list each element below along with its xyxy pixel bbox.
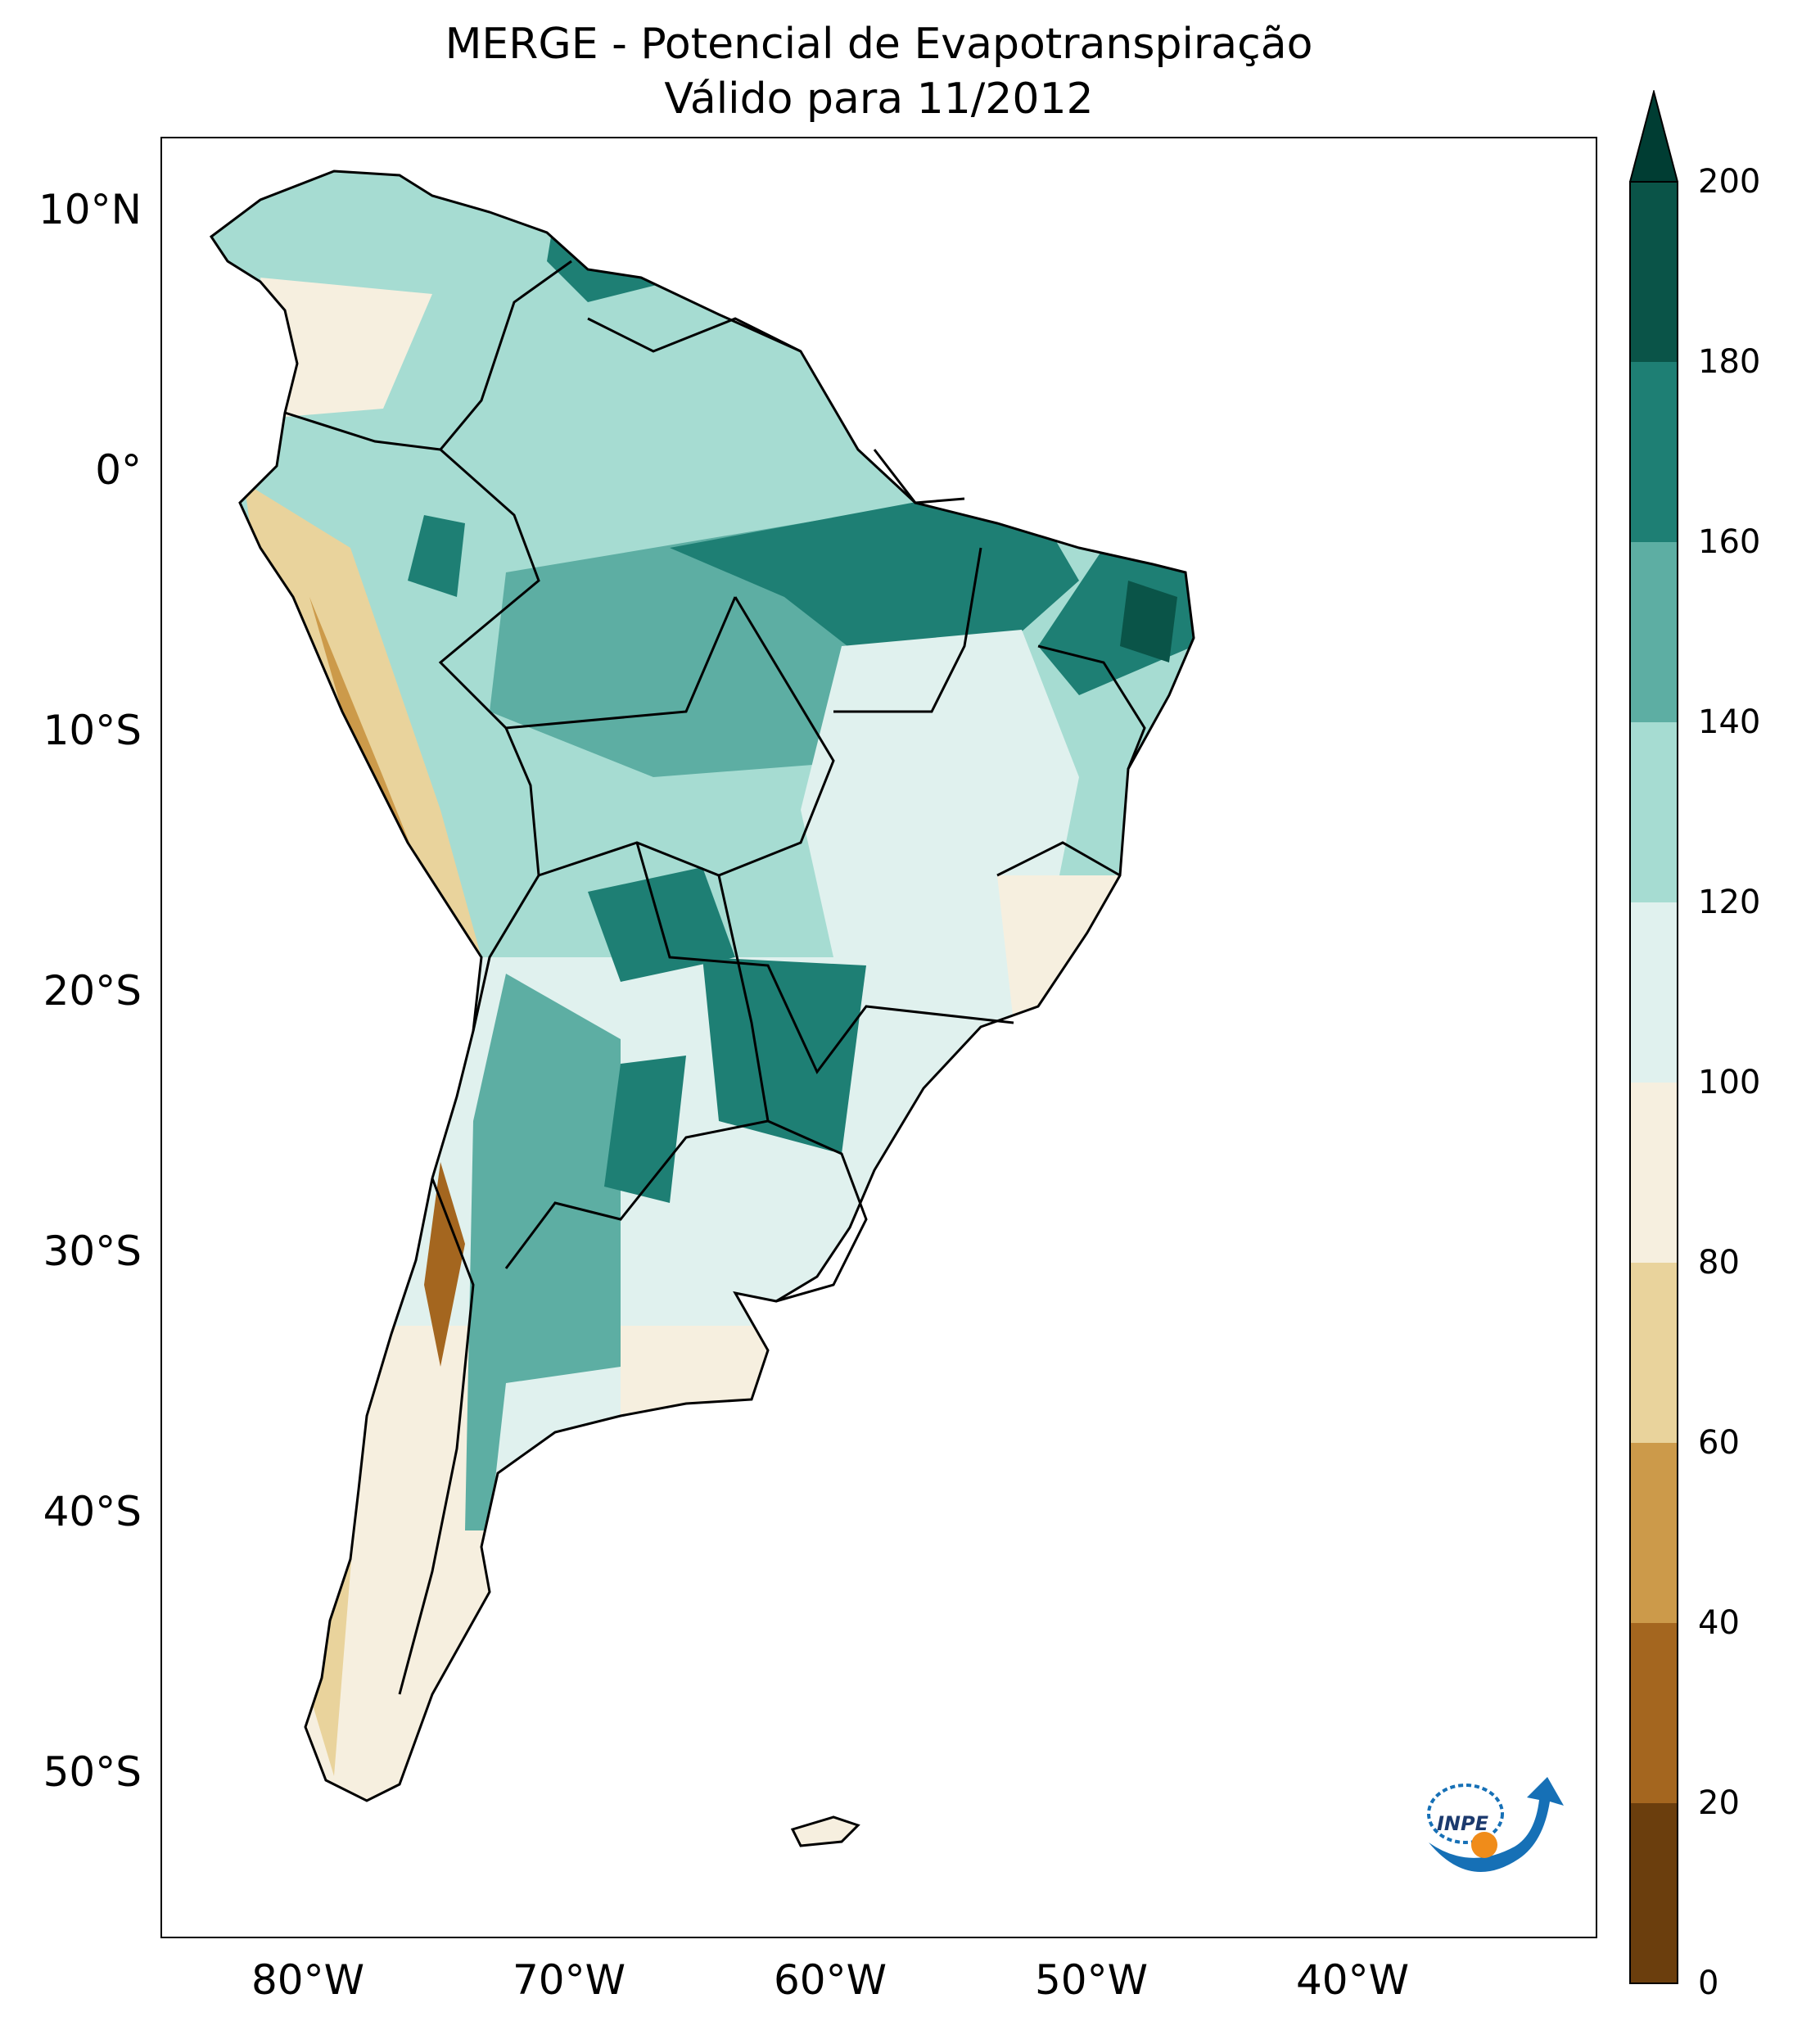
colorbar-tick-label: 40 (1698, 1604, 1740, 1642)
lon-label-50w: 50°W (1034, 1956, 1149, 2004)
colorbar-level-9 (1630, 182, 1678, 362)
colorbar-level-8 (1630, 362, 1678, 542)
lat-label-20s: 20°S (43, 967, 142, 1015)
colorbar-level-2 (1630, 1443, 1678, 1623)
colorbar-level-6 (1630, 722, 1678, 902)
colorbar-tick-label: 180 (1698, 343, 1761, 381)
lon-label-40w: 40°W (1295, 1956, 1410, 2004)
colorbar-tick-label: 140 (1698, 703, 1761, 741)
country-borders (210, 170, 1195, 1802)
lon-label-80w: 80°W (251, 1956, 365, 2004)
colorbar-tick-label: 0 (1698, 1964, 1719, 2002)
map-title: MERGE - Potencial de Evapotranspiração (445, 20, 1313, 69)
lat-label-0: 0° (95, 446, 142, 494)
colorbar-tick-label: 20 (1698, 1784, 1740, 1822)
colorbar-level-4 (1630, 1083, 1678, 1263)
falkland-islands (790, 1815, 860, 1847)
colorbar-extend-arrow (1629, 90, 1678, 183)
map-subtitle: Válido para 11/2012 (664, 75, 1094, 124)
evapotranspiration-fill (211, 171, 1194, 1801)
lat-label-50s: 50°S (43, 1748, 142, 1796)
colorbar-level-5 (1630, 902, 1678, 1083)
lon-label-70w: 70°W (512, 1956, 626, 2004)
lat-label-10s: 10°S (43, 707, 142, 754)
colorbar-tick-label: 160 (1698, 523, 1761, 561)
inpe-logo: INPE (1427, 1777, 1564, 1872)
colorbar-tick-label: 100 (1698, 1064, 1761, 1101)
colorbar-tick-label: 200 (1698, 163, 1761, 201)
lat-label-40s: 40°S (43, 1488, 142, 1535)
lon-label-60w: 60°W (773, 1956, 887, 2004)
svg-text:INPE: INPE (1437, 1812, 1489, 1835)
colorbar-level-1 (1630, 1623, 1678, 1803)
map-panel (160, 137, 1597, 1938)
colorbar-tick-label: 120 (1698, 884, 1761, 921)
colorbar-level-7 (1630, 542, 1678, 722)
colorbar (1629, 90, 1678, 1984)
colorbar-tick-label: 60 (1698, 1424, 1740, 1462)
colorbar-level-3 (1630, 1263, 1678, 1443)
south-america-map (210, 170, 1195, 1847)
lat-label-30s: 30°S (43, 1227, 142, 1275)
lat-label-10n: 10°N (38, 186, 142, 233)
colorbar-tick-label: 80 (1698, 1244, 1740, 1282)
colorbar-level-0 (1630, 1803, 1678, 1983)
